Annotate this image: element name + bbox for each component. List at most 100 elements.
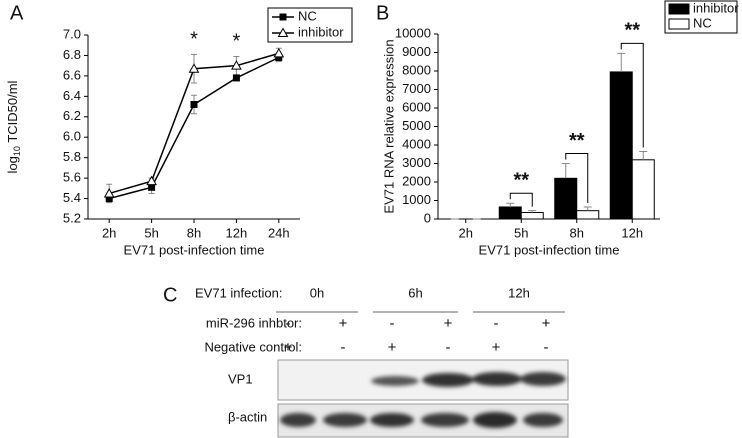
- x-tick-label: 8h: [187, 225, 201, 240]
- y-tick-label: 3000: [402, 155, 431, 170]
- y-tick-label: 8000: [402, 62, 431, 77]
- error-bar: [583, 206, 592, 211]
- marker: [231, 60, 242, 70]
- marker: [273, 47, 285, 58]
- y-tick-label: 6.2: [63, 108, 81, 123]
- sign: -: [446, 339, 451, 356]
- significance: *: [233, 31, 241, 53]
- panel-label: B: [376, 2, 389, 24]
- error-bar: [617, 52, 626, 72]
- sign: -: [544, 339, 549, 356]
- y-tick-label: 7.0: [63, 26, 81, 41]
- x-axis-title: EV71 post-infection time: [479, 242, 620, 257]
- error-bar: [639, 150, 648, 160]
- x-tick-label: 5h: [514, 225, 528, 240]
- marker: [277, 27, 289, 37]
- time-label: 12h: [508, 285, 530, 300]
- marker: [279, 13, 287, 21]
- legend-swatch: [668, 18, 690, 30]
- y-tick-label: 2000: [402, 173, 431, 188]
- significance: **: [624, 20, 640, 42]
- legend-label: inhibitor: [693, 0, 739, 15]
- y-tick-label: 0: [424, 210, 431, 225]
- y-tick-label: 5.8: [63, 149, 81, 164]
- sign: +: [492, 339, 501, 356]
- bar: [554, 177, 578, 220]
- y-tick-label: 7000: [402, 81, 431, 96]
- significance: **: [513, 170, 529, 192]
- marker: [188, 63, 200, 73]
- y-tick-label: 1000: [402, 192, 431, 207]
- x-tick-label: 2h: [102, 225, 116, 240]
- marker: [148, 183, 156, 191]
- y-tick-label: 5.4: [63, 190, 81, 205]
- marker: [232, 74, 240, 82]
- y-axis-title: log10 TCID50/ml: [5, 80, 22, 173]
- significance: *: [190, 29, 198, 51]
- y-tick-label: 6000: [402, 99, 431, 114]
- y-tick-label: 9000: [402, 44, 431, 59]
- y-tick-label: 5.2: [63, 210, 81, 225]
- x-tick-label: 12h: [621, 225, 643, 240]
- bracket: [620, 42, 644, 148]
- error-bar: [528, 210, 537, 213]
- x-tick-label: 8h: [570, 225, 584, 240]
- x-tick-label: 24h: [268, 225, 290, 240]
- y-axis-title-part: log: [5, 156, 20, 173]
- y-axis-title: EV71 RNA relative expression: [381, 39, 396, 213]
- legend-label: NC: [693, 15, 712, 30]
- y-tick-label: 5000: [402, 118, 431, 133]
- band-label: VP1: [228, 371, 253, 386]
- bar: [631, 159, 655, 220]
- x-tick-label: 2h: [459, 225, 473, 240]
- error-bar: [561, 163, 570, 179]
- marker: [146, 175, 157, 186]
- sign: +: [542, 315, 551, 332]
- y-tick-label: 10000: [395, 25, 431, 40]
- sign: +: [339, 315, 348, 332]
- bracket: [565, 153, 589, 203]
- bracket: [509, 192, 533, 207]
- x-tick-label: 5h: [144, 225, 158, 240]
- legend-label: NC: [298, 8, 317, 23]
- legend-swatch: [668, 3, 690, 15]
- row-label: miR-296 inhbtor:: [206, 315, 302, 330]
- y-tick-label: 5.6: [63, 170, 81, 185]
- bar: [498, 206, 522, 220]
- sign: -: [390, 315, 395, 332]
- row-label: Negative control:: [204, 339, 302, 354]
- y-tick-label: 6.8: [63, 47, 81, 62]
- panel-label: C: [163, 284, 177, 306]
- y-tick-label: 6.0: [63, 129, 81, 144]
- x-axis-title: EV71 post-infection time: [124, 242, 265, 257]
- error-bar: [506, 202, 515, 207]
- bar: [520, 212, 544, 220]
- panel-label: A: [10, 2, 24, 24]
- time-label: 0h: [310, 285, 324, 300]
- sign: +: [388, 339, 397, 356]
- sign: -: [494, 315, 499, 332]
- y-tick-label: 4000: [402, 136, 431, 151]
- marker: [275, 53, 283, 61]
- significance: **: [569, 130, 585, 152]
- bar: [609, 71, 633, 220]
- sign: -: [341, 339, 346, 356]
- sign: +: [284, 339, 293, 356]
- sign: +: [444, 315, 453, 332]
- y-axis-title-part: TCID50/ml: [5, 80, 20, 146]
- band-label: β-actin: [228, 409, 267, 424]
- marker: [105, 195, 113, 203]
- actin-bands: [280, 412, 563, 428]
- sign: -: [286, 315, 291, 332]
- x-tick-label: 12h: [226, 225, 248, 240]
- bar: [576, 210, 600, 220]
- marker: [103, 187, 115, 198]
- marker: [190, 101, 198, 109]
- y-axis-title-part: 10: [12, 146, 22, 156]
- legend-label: inhibitor: [298, 24, 344, 39]
- vp1-bands: [371, 372, 566, 387]
- y-tick-label: 6.4: [63, 88, 81, 103]
- time-label: 6h: [408, 285, 422, 300]
- infection-label: EV71 infection:: [195, 285, 282, 300]
